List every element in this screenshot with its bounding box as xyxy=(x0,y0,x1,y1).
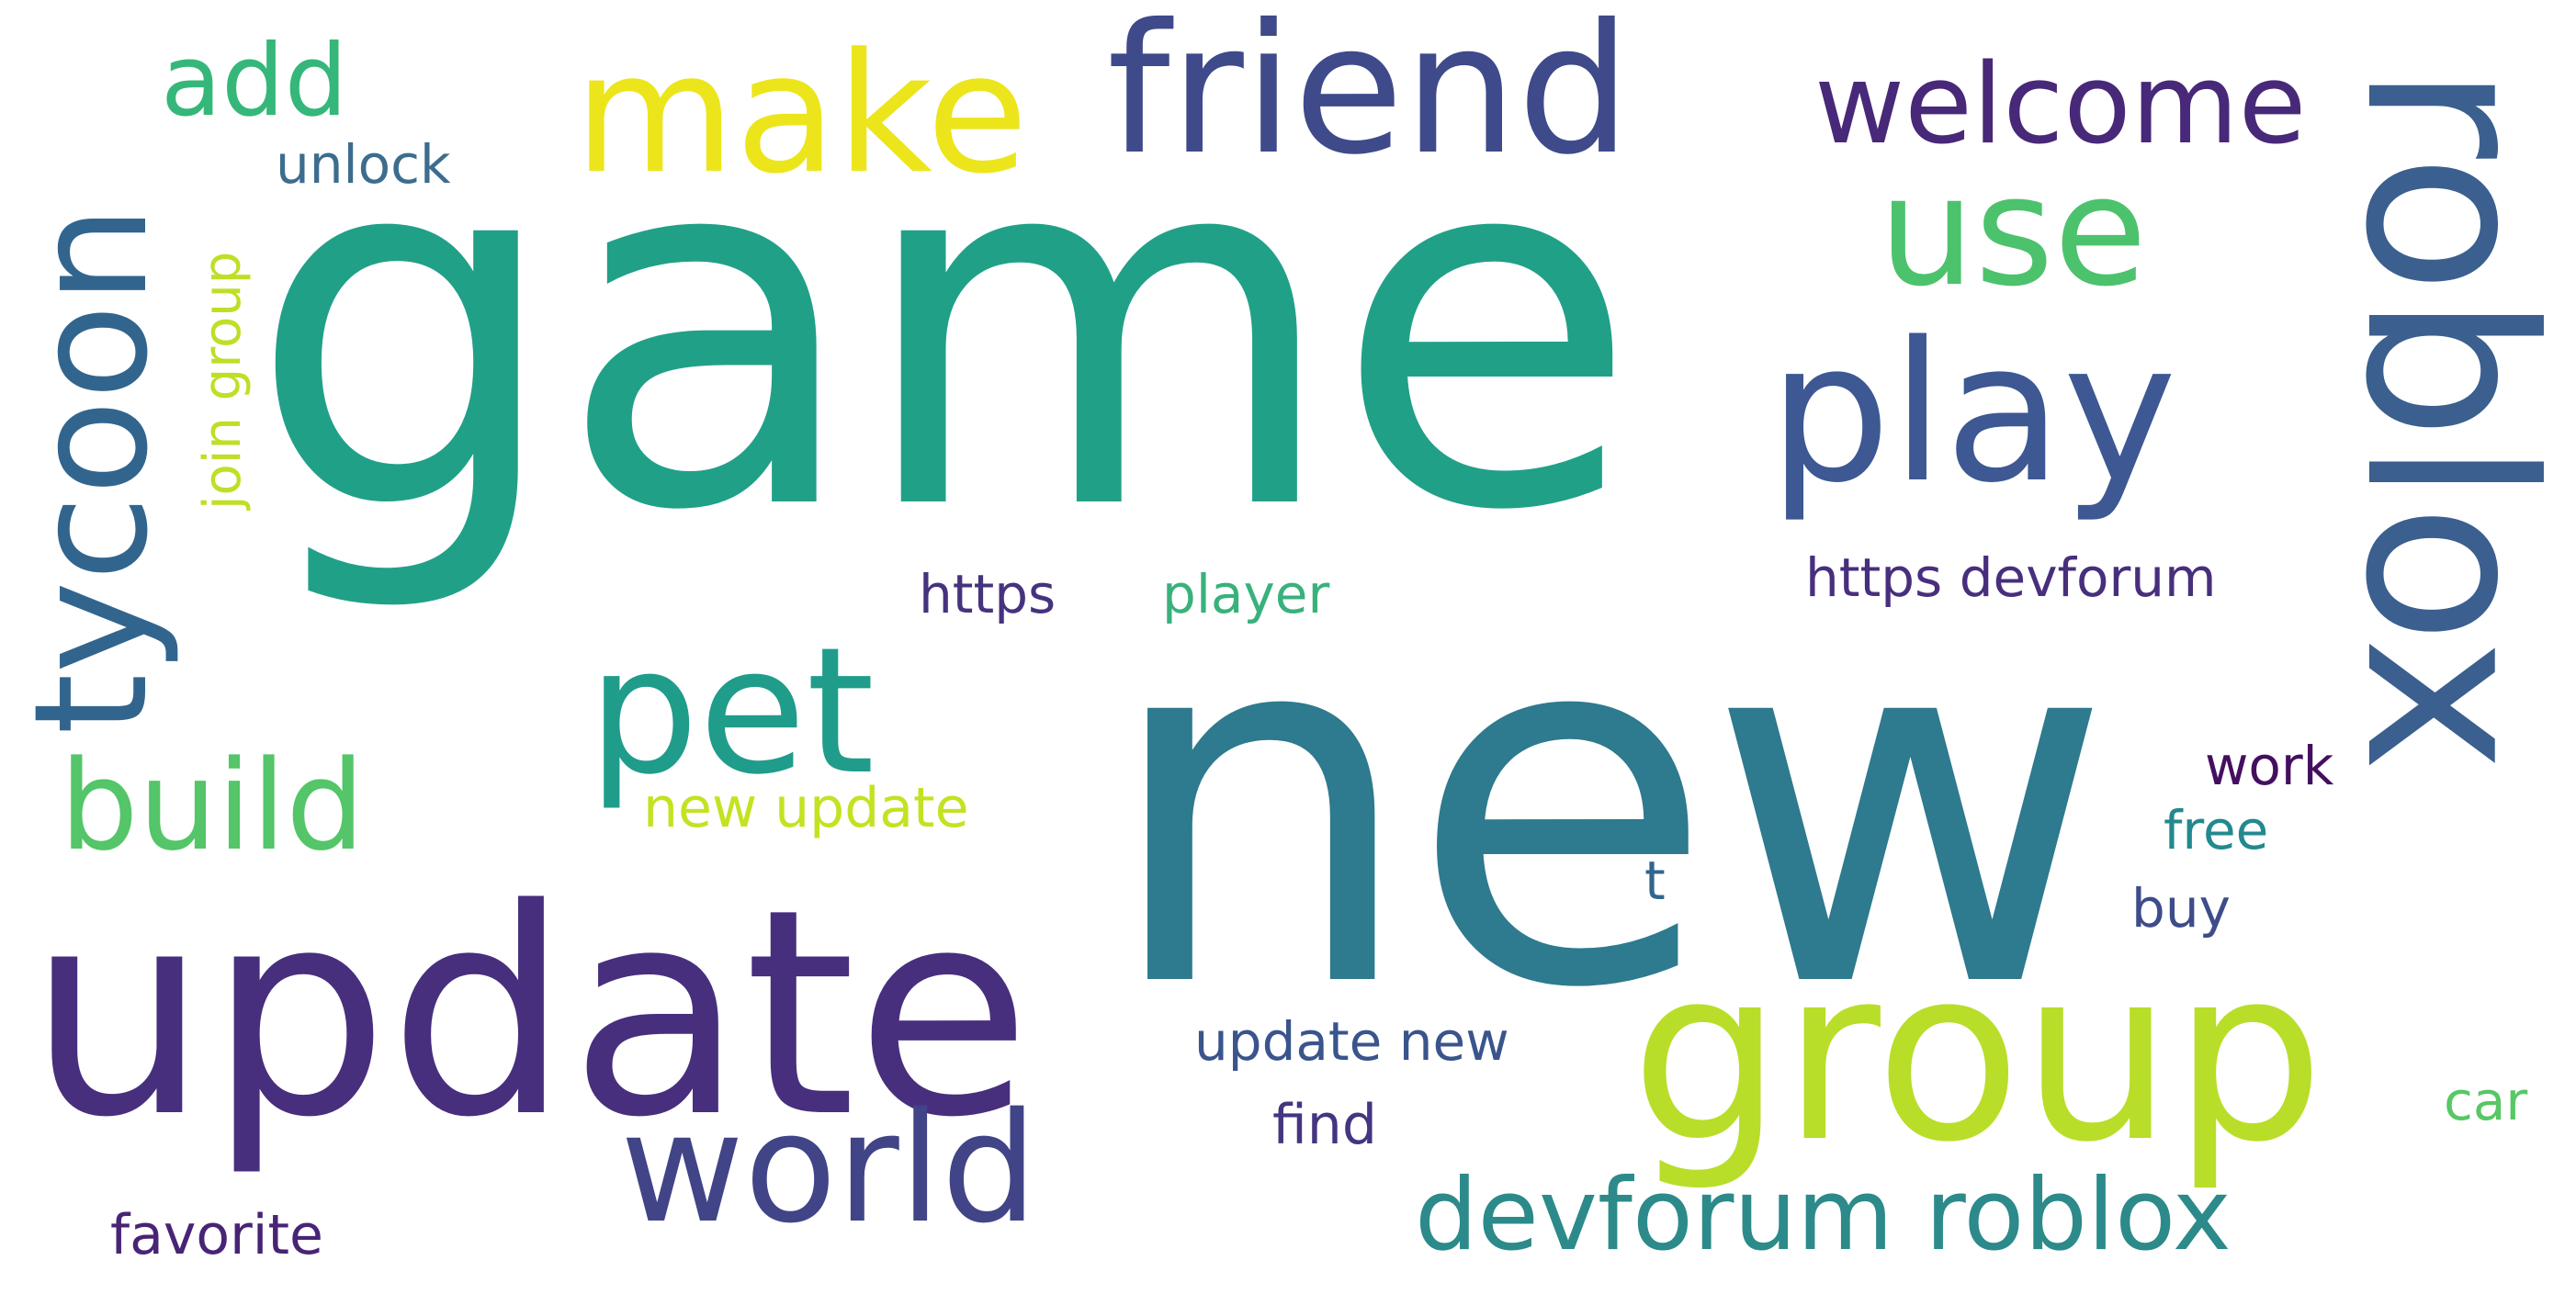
word-update: update xyxy=(28,849,1032,1180)
word-update-new: update new xyxy=(1194,1010,1509,1073)
word-roblox: roblox xyxy=(2315,64,2576,773)
word-work: work xyxy=(2205,735,2334,797)
word-make: make xyxy=(574,18,1029,210)
word-welcome: welcome xyxy=(1814,41,2307,169)
word-buy: buy xyxy=(2131,877,2231,940)
word-tycoon: tycoon xyxy=(1,205,183,736)
word-pet: pet xyxy=(588,610,875,813)
word-https-devforum: https devforum xyxy=(1805,546,2217,609)
word-new-update: new update xyxy=(643,776,969,840)
word-player: player xyxy=(1162,563,1330,625)
word-play: play xyxy=(1768,300,2177,525)
word-favorite: favorite xyxy=(110,1203,323,1267)
word-join-group: join group xyxy=(193,251,253,510)
word-t: t xyxy=(1644,850,1666,912)
word-https: https xyxy=(919,563,1056,625)
word-game: game xyxy=(248,42,1639,619)
word-devforum-roblox: devforum roblox xyxy=(1415,1158,2231,1273)
word-add: add xyxy=(161,24,348,139)
word-friend: friend xyxy=(1107,0,1632,194)
word-free: free xyxy=(2164,799,2269,861)
word-use: use xyxy=(1879,143,2148,320)
word-group: group xyxy=(1631,917,2325,1195)
word-car: car xyxy=(2444,1070,2528,1132)
word-new: new xyxy=(1102,520,2113,1097)
word-build: build xyxy=(60,734,365,878)
word-find: find xyxy=(1272,1093,1377,1157)
word-unlock: unlock xyxy=(276,133,451,196)
word-world: world xyxy=(620,1080,1038,1256)
